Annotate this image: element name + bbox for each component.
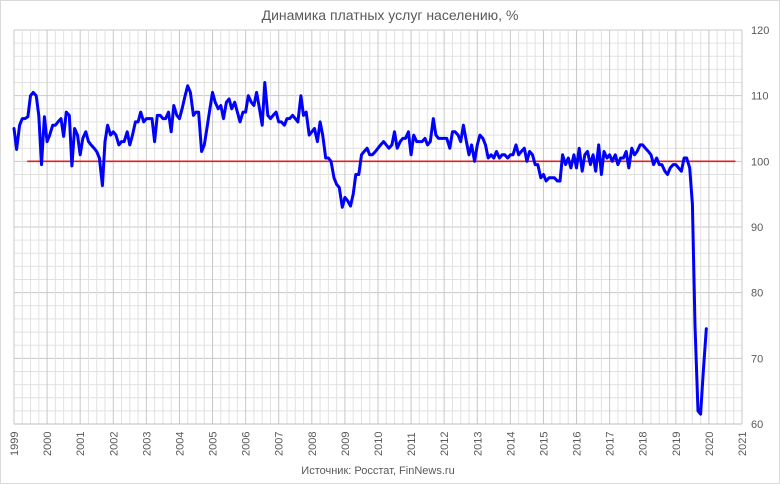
x-tick-label: 2019 [671,432,683,456]
x-tick-label: 2003 [141,432,153,456]
y-tick-label: 60 [751,419,763,431]
chart-title: Динамика платных услуг населению, % [262,7,519,23]
x-tick-label: 2013 [472,432,484,456]
x-tick-label: 2008 [307,432,319,456]
x-tick-label: 2012 [439,432,451,456]
x-tick-label: 2002 [108,432,120,456]
y-tick-label: 110 [751,91,769,103]
y-axis-ticks: 60 70 80 90 100 110 120 [751,25,769,431]
x-tick-label: 2009 [340,432,352,456]
y-tick-label: 120 [751,25,769,37]
x-tick-label: 2005 [208,432,220,456]
source-note: Источник: Росстат, FinNews.ru [301,465,454,477]
x-tick-label: 2006 [241,432,253,456]
x-tick-label: 2017 [605,432,617,456]
x-tick-label: 2015 [538,432,550,456]
y-tick-label: 100 [751,156,769,168]
x-tick-label: 2021 [737,432,749,456]
y-tick-label: 90 [751,222,763,234]
x-tick-label: 1999 [9,432,21,456]
y-tick-label: 80 [751,288,763,300]
x-tick-label: 2000 [42,432,54,456]
x-tick-label: 2004 [174,432,186,456]
x-tick-label: 2016 [572,432,584,456]
x-tick-label: 2001 [75,432,87,456]
x-tick-label: 2011 [406,432,418,456]
x-tick-label: 2007 [274,432,286,456]
series-line [12,81,708,416]
x-tick-label: 2014 [505,432,517,456]
x-tick-label: 2018 [638,432,650,456]
grid [13,29,743,425]
series-group [12,81,708,416]
y-tick-label: 70 [751,353,763,365]
x-tick-label: 2010 [373,432,385,456]
x-tick-label: 2020 [704,432,716,456]
x-axis-ticks: 1999 2000 2001 2002 2003 2004 2005 2006 2007 2008… [9,432,749,456]
